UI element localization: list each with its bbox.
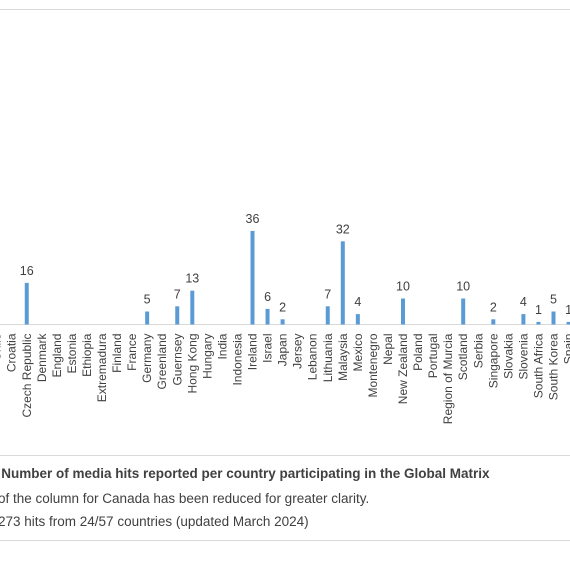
- caption-divider: [0, 455, 570, 456]
- chart-border: [0, 9, 570, 325]
- tick-label: Spain: [562, 334, 570, 365]
- tick-label: Slovakia: [501, 333, 515, 379]
- tick-label: Ethiopia: [80, 333, 94, 377]
- bar-germany: [145, 311, 150, 325]
- bar-mexico: [355, 314, 360, 325]
- bar-new-zealand: [401, 298, 405, 325]
- tick-label: Region of Murcia: [441, 333, 455, 424]
- figure-note: of the column for Canada has been reduce…: [0, 491, 370, 506]
- tick-label: Nepal: [381, 334, 395, 365]
- data-label: 5: [144, 293, 151, 307]
- data-label: 13: [185, 272, 199, 286]
- tick-label: Israel: [261, 334, 275, 363]
- bar-slovenia: [521, 314, 526, 325]
- tick-label: South Korea: [547, 333, 561, 400]
- tick-label: Montenegro: [366, 333, 380, 397]
- tick-label: Czech Republic: [20, 334, 34, 418]
- bar-guernsey: [175, 306, 180, 325]
- tick-label: Chile: [0, 333, 4, 361]
- bar-south-africa: [536, 321, 541, 325]
- data-label: 2: [490, 300, 497, 314]
- tick-label: Greenland: [155, 334, 169, 390]
- tick-label: Croatia: [5, 333, 19, 372]
- data-label: 7: [174, 287, 181, 301]
- bar-hong-kong: [190, 290, 195, 325]
- bar-malaysia: [340, 241, 345, 325]
- tick-label: Singapore: [486, 333, 500, 388]
- data-label: 5: [550, 293, 557, 307]
- data-label: 4: [354, 295, 361, 309]
- figure-total: 273 hits from 24/57 countries (updated M…: [0, 514, 309, 529]
- bar-singapore: [491, 319, 496, 325]
- tick-label: Denmark: [35, 333, 49, 383]
- bar-czech-republic: [24, 282, 29, 325]
- tick-label: Ireland: [246, 334, 260, 371]
- tick-label: India: [215, 333, 229, 359]
- data-label: 2: [279, 300, 286, 314]
- tick-label: Estonia: [65, 333, 79, 373]
- data-label: 4: [520, 295, 527, 309]
- tick-label: Hong Kong: [185, 334, 199, 394]
- data-label: 32: [336, 222, 350, 236]
- tick-label: Poland: [411, 334, 425, 371]
- tick-label: Jersey: [291, 334, 305, 369]
- tick-label: Malaysia: [336, 333, 350, 381]
- tick-label: Japan: [276, 334, 290, 367]
- category-tick-labels: Chile Croatia Czech Republic Denmark England…: [0, 333, 570, 425]
- data-label: 1: [535, 303, 542, 317]
- tick-label: Extremadura: [95, 333, 109, 402]
- bar-scotland: [461, 298, 466, 325]
- bottom-divider: [0, 540, 570, 541]
- bar-south-korea: [551, 311, 556, 325]
- figure-caption: : Number of media hits reported per coun…: [0, 466, 490, 481]
- tick-label: Scotland: [456, 334, 470, 381]
- tick-label: Lithuania: [321, 333, 335, 382]
- data-label: 36: [246, 212, 260, 226]
- data-label: 10: [396, 280, 410, 294]
- tick-label: Indonesia: [230, 333, 244, 385]
- bars: [24, 230, 570, 325]
- bar-japan: [280, 319, 285, 325]
- tick-label: Hungary: [200, 334, 214, 379]
- tick-label: Guernsey: [170, 334, 184, 386]
- tick-label: Mexico: [351, 333, 365, 371]
- tick-label: Lebanon: [306, 334, 320, 381]
- tick-label: Finland: [110, 334, 124, 373]
- data-label: 7: [324, 287, 331, 301]
- data-label: 1: [565, 303, 570, 317]
- bar-ireland: [250, 230, 255, 325]
- data-label: 6: [264, 290, 271, 304]
- data-label: 10: [456, 280, 470, 294]
- tick-label: France: [125, 333, 139, 371]
- tick-label: Germany: [140, 334, 154, 383]
- tick-label: New Zealand: [396, 334, 410, 405]
- tick-label: Serbia: [471, 333, 485, 368]
- data-label: 16: [20, 264, 34, 278]
- tick-label: England: [50, 334, 64, 378]
- bar-lithuania: [325, 306, 330, 325]
- tick-label: Slovenia: [516, 333, 530, 379]
- tick-label: Portugal: [426, 334, 440, 379]
- tick-label: South Africa: [531, 333, 545, 398]
- bar-israel: [265, 308, 270, 325]
- bar-spain: [566, 321, 570, 325]
